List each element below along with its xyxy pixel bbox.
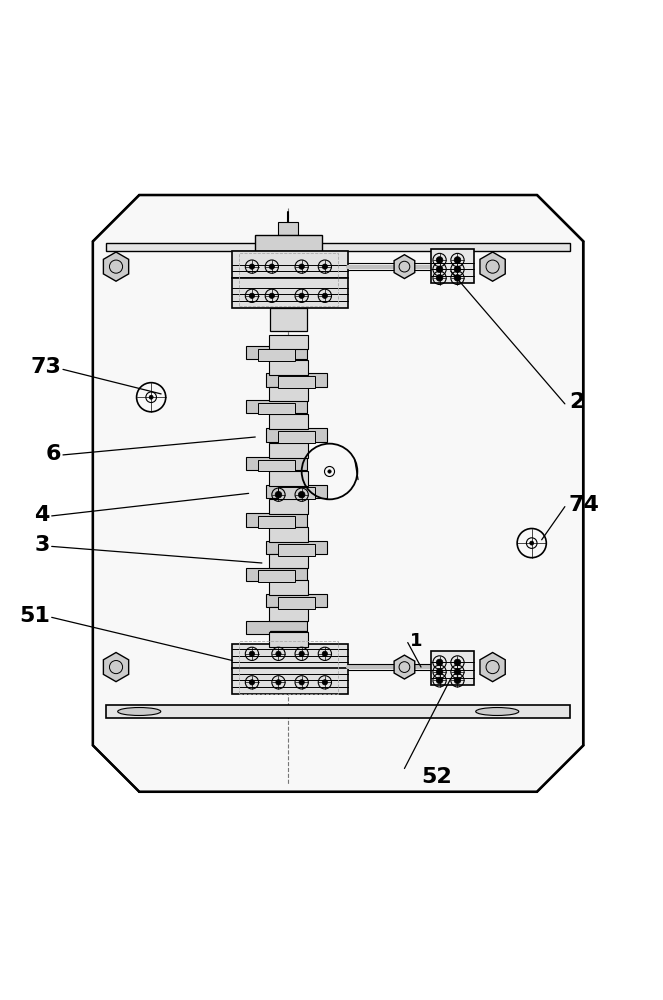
Text: 1: 1 (410, 632, 422, 650)
Circle shape (454, 677, 461, 684)
Bar (278, 544, 315, 556)
Bar (246, 568, 307, 581)
Circle shape (322, 680, 328, 685)
Bar (269, 499, 308, 514)
Bar (278, 376, 315, 388)
Bar (266, 428, 327, 442)
Bar (232, 668, 348, 694)
Circle shape (269, 293, 274, 298)
Bar (258, 570, 295, 582)
Circle shape (436, 668, 443, 675)
Circle shape (322, 651, 328, 656)
Bar (258, 349, 295, 361)
Bar (269, 607, 308, 621)
Circle shape (454, 257, 461, 263)
Circle shape (299, 680, 304, 685)
Bar (246, 400, 307, 413)
Bar (246, 457, 307, 470)
Circle shape (530, 541, 534, 545)
Circle shape (249, 680, 255, 685)
Polygon shape (394, 255, 415, 279)
Bar (269, 443, 308, 458)
Bar (431, 651, 474, 685)
Text: 73: 73 (30, 357, 61, 377)
Text: 3: 3 (34, 535, 50, 555)
Bar (232, 644, 348, 669)
Polygon shape (480, 652, 505, 682)
Bar (258, 460, 295, 471)
Bar (239, 253, 338, 306)
Text: 4: 4 (34, 505, 50, 525)
Text: 74: 74 (569, 495, 600, 515)
Bar (269, 414, 308, 429)
Bar (270, 631, 307, 652)
Circle shape (328, 470, 332, 473)
Bar (266, 594, 327, 607)
Polygon shape (394, 655, 415, 679)
Bar (106, 705, 570, 718)
Circle shape (149, 395, 153, 399)
Bar (269, 554, 308, 568)
Bar (431, 249, 474, 283)
Polygon shape (480, 252, 505, 281)
Bar (246, 621, 307, 634)
Bar (106, 243, 570, 251)
Text: 51: 51 (19, 606, 50, 626)
Bar (255, 235, 322, 251)
Circle shape (299, 651, 304, 656)
Bar (269, 527, 308, 542)
Circle shape (436, 266, 443, 273)
Bar (270, 308, 307, 331)
Circle shape (299, 293, 304, 298)
Circle shape (269, 264, 274, 269)
Bar (269, 360, 308, 375)
Polygon shape (93, 195, 583, 792)
Text: 6: 6 (46, 444, 61, 464)
Bar (232, 251, 348, 278)
Text: 2: 2 (569, 392, 584, 412)
Bar (278, 487, 315, 499)
Circle shape (436, 659, 443, 666)
Circle shape (275, 491, 282, 498)
Bar (266, 541, 327, 554)
Ellipse shape (475, 708, 518, 715)
Bar (269, 387, 308, 401)
Bar (269, 335, 308, 349)
Bar (269, 471, 308, 486)
Bar (239, 641, 338, 694)
Bar (258, 403, 295, 414)
Circle shape (454, 266, 461, 273)
Circle shape (436, 677, 443, 684)
Bar (246, 346, 307, 359)
Circle shape (322, 293, 328, 298)
Bar (269, 580, 308, 595)
Ellipse shape (118, 708, 160, 715)
Circle shape (249, 651, 255, 656)
Bar (278, 597, 315, 609)
Bar (278, 431, 315, 443)
Bar (258, 516, 295, 528)
Circle shape (298, 491, 305, 498)
Circle shape (276, 651, 281, 656)
Circle shape (454, 668, 461, 675)
Circle shape (276, 680, 281, 685)
Circle shape (436, 275, 443, 281)
Bar (266, 373, 327, 387)
Circle shape (454, 275, 461, 281)
Text: 52: 52 (421, 767, 452, 787)
Circle shape (454, 659, 461, 666)
Circle shape (436, 257, 443, 263)
Circle shape (249, 293, 255, 298)
Polygon shape (103, 252, 129, 281)
Bar (278, 222, 298, 235)
Bar (246, 513, 307, 527)
Bar (232, 278, 348, 308)
Circle shape (249, 264, 255, 269)
Circle shape (322, 264, 328, 269)
Circle shape (299, 264, 304, 269)
Bar (269, 632, 308, 647)
Bar (266, 485, 327, 498)
Polygon shape (103, 652, 129, 682)
